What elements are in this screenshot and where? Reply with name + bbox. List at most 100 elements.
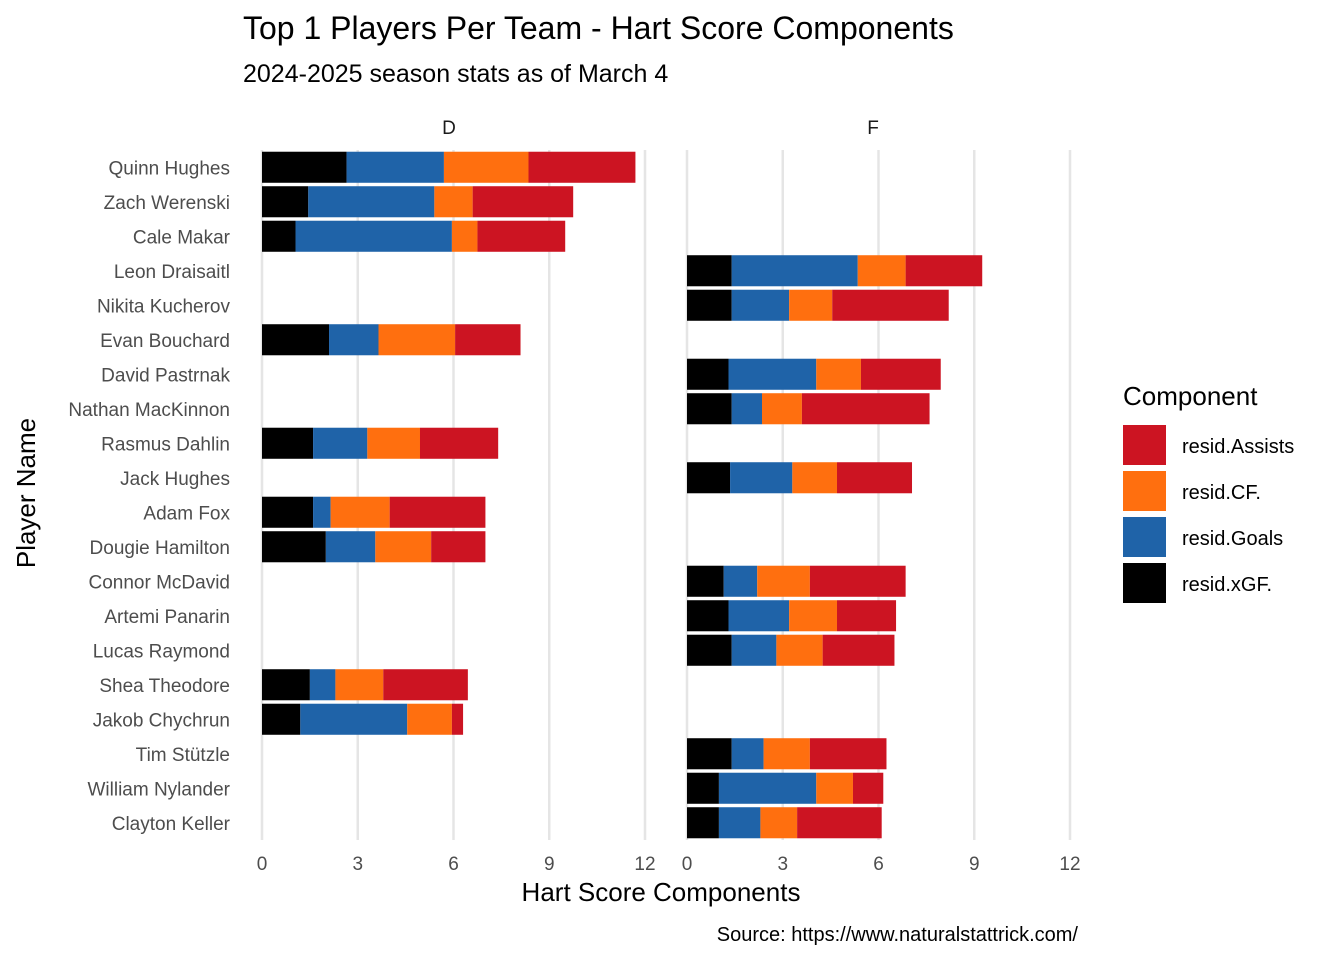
bar-segment-resid-xgf (262, 531, 326, 563)
legend-label: resid.CF. (1182, 482, 1261, 504)
y-tick-label: Nikita Kucherov (97, 296, 231, 317)
x-tick-label: 6 (873, 854, 884, 875)
bar-segment-resid-goals (728, 600, 790, 632)
facet-strip-label: F (867, 118, 879, 139)
bar-segment-resid-assists (528, 151, 636, 183)
legend-swatch (1123, 563, 1166, 603)
bar-segment-resid-cf (367, 427, 420, 459)
y-tick-label: Zach Werenski (104, 193, 230, 214)
x-tick-label: 3 (777, 854, 788, 875)
bar-segment-resid-assists (905, 255, 983, 287)
y-tick-label: Dougie Hamilton (90, 538, 230, 559)
legend-title: Component (1123, 381, 1258, 411)
y-tick-label: Adam Fox (143, 503, 230, 524)
bar-segment-resid-xgf (687, 289, 732, 321)
bar-segment-resid-cf (816, 358, 861, 390)
x-tick-label: 12 (634, 854, 655, 875)
bar-segment-resid-assists (477, 220, 566, 252)
bar-segment-resid-goals (731, 255, 858, 287)
facet-panel-D: D 0 3 6 9 12 (257, 118, 656, 875)
legend-swatch (1123, 425, 1166, 465)
bar-segment-resid-assists (852, 772, 884, 804)
bar-segment-resid-assists (860, 358, 941, 390)
bar-segment-resid-cf (792, 462, 838, 494)
chart-caption: Source: https://www.naturalstattrick.com… (717, 924, 1079, 946)
bar-segment-resid-xgf (262, 496, 314, 528)
bar-segment-resid-xgf (262, 703, 301, 735)
bar-segment-resid-assists (822, 634, 895, 666)
y-tick-label: Jack Hughes (120, 469, 230, 490)
bar-segment-resid-goals (295, 220, 452, 252)
bar-segment-resid-assists (419, 427, 499, 459)
legend-label: resid.Assists (1182, 436, 1294, 458)
bar-segment-resid-xgf (262, 324, 330, 356)
bar-segment-resid-goals (308, 186, 435, 218)
legend: Component resid.Assists resid.CF. resid.Go… (1123, 381, 1294, 603)
bar-segment-resid-cf (762, 393, 802, 425)
x-tick-label: 6 (448, 854, 459, 875)
bar-segment-resid-goals (309, 669, 336, 701)
y-tick-label: Jakob Chychrun (93, 710, 230, 731)
bar-segment-resid-xgf (262, 220, 296, 252)
y-tick-label: Connor McDavid (89, 572, 231, 593)
bar-segment-resid-cf (378, 324, 456, 356)
y-tick-label: Artemi Panarin (104, 607, 230, 628)
bar-segment-resid-goals (329, 324, 379, 356)
bar-segment-resid-xgf (262, 427, 314, 459)
bar-segment-resid-cf (451, 220, 478, 252)
bar-segment-resid-assists (431, 531, 486, 563)
x-axis-title: Hart Score Components (522, 877, 801, 907)
bar-segment-resid-goals (731, 738, 764, 770)
y-tick-label: Evan Bouchard (100, 331, 230, 352)
x-tick-label: 12 (1059, 854, 1080, 875)
y-tick-label: Quinn Hughes (109, 158, 230, 179)
x-tick-label: 0 (682, 854, 693, 875)
bar-segment-resid-goals (313, 427, 368, 459)
bar-segment-resid-cf (789, 289, 833, 321)
bar-segment-resid-goals (718, 772, 817, 804)
bar-segment-resid-cf (776, 634, 823, 666)
bar-segment-resid-xgf (687, 600, 729, 632)
bar-segment-resid-xgf (687, 772, 719, 804)
bar-segment-resid-cf (335, 669, 384, 701)
bar-segment-resid-assists (801, 393, 930, 425)
bar-segment-resid-assists (809, 738, 887, 770)
legend-swatch (1123, 471, 1166, 511)
y-tick-label: David Pastrnak (101, 365, 230, 386)
x-tick-label: 0 (257, 854, 268, 875)
facet-strip-label: D (442, 118, 456, 139)
y-tick-label: Leon Draisaitl (114, 262, 230, 283)
bar-segment-resid-cf (816, 772, 853, 804)
y-tick-label: Lucas Raymond (93, 641, 230, 662)
x-tick-label: 3 (352, 854, 363, 875)
bar-segment-resid-assists (837, 462, 913, 494)
bar-segment-resid-assists (451, 703, 464, 735)
bar-segment-resid-assists (383, 669, 468, 701)
y-tick-label: Tim Stützle (136, 745, 230, 766)
y-tick-label: Nathan MacKinnon (68, 400, 230, 421)
bar-segment-resid-xgf (262, 186, 309, 218)
bar-segment-resid-cf (443, 151, 529, 183)
y-tick-label: Rasmus Dahlin (101, 434, 230, 455)
bar-segment-resid-assists (455, 324, 521, 356)
chart-title: Top 1 Players Per Team - Hart Score Comp… (243, 10, 954, 46)
bar-segment-resid-xgf (262, 669, 310, 701)
bar-segment-resid-cf (330, 496, 390, 528)
legend-label: resid.xGF. (1182, 574, 1272, 596)
bar-segment-resid-cf (763, 738, 810, 770)
bar-segment-resid-assists (389, 496, 486, 528)
bar-segment-resid-xgf (687, 738, 732, 770)
x-tick-label: 9 (544, 854, 555, 875)
x-tick-label: 9 (969, 854, 980, 875)
bar-segment-resid-xgf (687, 255, 732, 287)
bar-segment-resid-xgf (687, 565, 724, 597)
bar-segment-resid-goals (731, 634, 777, 666)
bar-segment-resid-goals (325, 531, 376, 563)
y-axis-title: Player Name (11, 418, 41, 568)
bar-segment-resid-xgf (687, 358, 729, 390)
bar-segment-resid-xgf (687, 807, 719, 839)
bar-segment-resid-assists (472, 186, 574, 218)
bar-segment-resid-goals (731, 289, 790, 321)
bar-segment-resid-xgf (687, 634, 732, 666)
